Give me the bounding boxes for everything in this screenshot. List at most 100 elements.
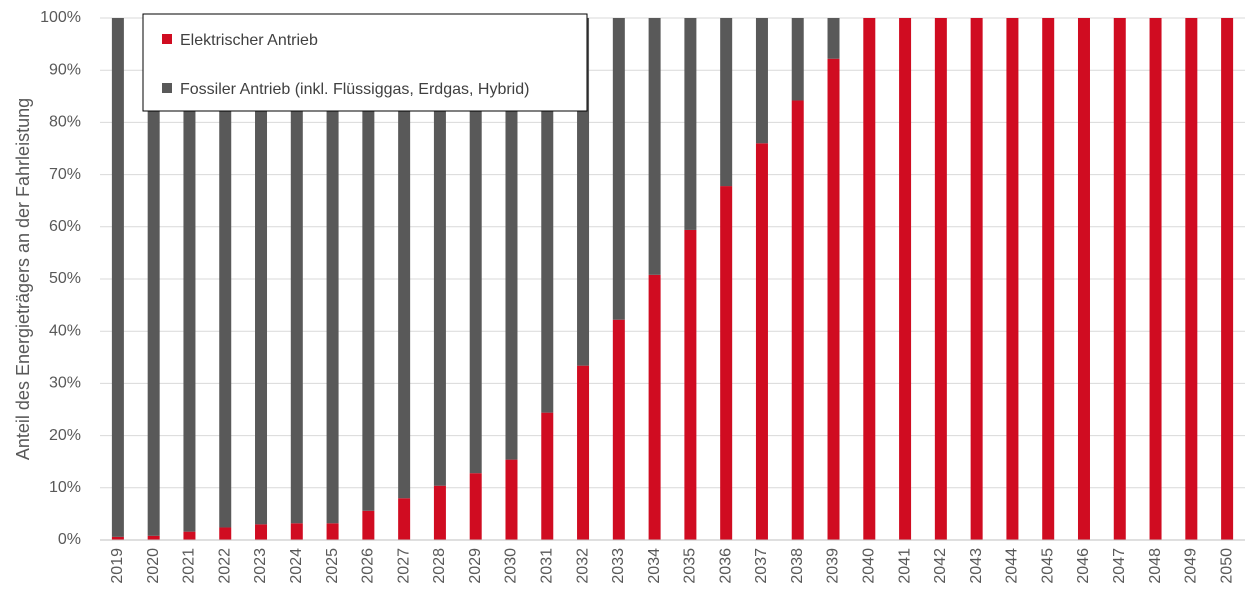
y-tick-label: 0%: [58, 531, 81, 548]
x-tick-labels: 2019 2020 2021 2022 2023 2024 2025 2026 2027 2028…: [109, 548, 1235, 584]
bar-elektrisch: [1006, 18, 1019, 540]
bar-fossil: [290, 18, 303, 524]
x-tick-label: 2048: [1147, 548, 1164, 584]
bar-fossil: [398, 18, 411, 499]
x-tick-label: 2041: [896, 548, 913, 584]
y-tick-label: 30%: [49, 375, 81, 392]
bar-elektrisch: [612, 319, 625, 540]
x-tick-label: 2025: [324, 548, 341, 584]
bar-fossil: [183, 18, 196, 532]
x-tick-label: 2045: [1039, 548, 1056, 584]
x-tick-label: 2049: [1183, 548, 1200, 584]
x-tick-label: 2021: [181, 548, 198, 584]
x-tick-label: 2047: [1111, 548, 1128, 584]
bar-elektrisch: [791, 100, 804, 540]
bar-elektrisch: [111, 536, 124, 540]
bar-elektrisch: [469, 473, 482, 540]
bar-fossil: [755, 18, 768, 144]
legend: Elektrischer Antrieb Fossiler Antrieb (i…: [142, 13, 588, 112]
bar-elektrisch: [362, 510, 375, 540]
legend-swatch-elektrisch: [162, 34, 172, 44]
x-tick-label: 2023: [252, 548, 269, 584]
x-tick-label: 2019: [109, 548, 126, 584]
x-tick-label: 2046: [1075, 548, 1092, 584]
y-tick-label: 100%: [40, 9, 81, 26]
legend-swatch-fossil: [162, 83, 172, 93]
y-tick-label: 90%: [49, 61, 81, 78]
x-tick-label: 2031: [538, 548, 555, 584]
bar-elektrisch: [183, 531, 196, 540]
y-tick-label: 50%: [49, 270, 81, 287]
bar-fossil: [111, 18, 124, 537]
x-tick-label: 2035: [682, 548, 699, 584]
y-axis-title: Anteil des Energieträgers an der Fahrlei…: [13, 98, 33, 460]
x-tick-label: 2043: [968, 548, 985, 584]
bar-fossil: [469, 18, 482, 474]
x-tick-label: 2038: [789, 548, 806, 584]
x-tick-label: 2027: [395, 548, 412, 584]
bar-elektrisch: [755, 143, 768, 540]
bar-fossil: [219, 18, 232, 528]
bar-elektrisch: [1185, 18, 1198, 540]
bars: [111, 18, 1234, 541]
bar-elektrisch: [219, 527, 232, 540]
y-tick-label: 60%: [49, 218, 81, 235]
bar-elektrisch: [505, 459, 518, 540]
bar-elektrisch: [1149, 18, 1162, 540]
x-tick-label: 2029: [467, 548, 484, 584]
bar-fossil: [720, 18, 733, 187]
x-tick-label: 2039: [825, 548, 842, 584]
x-tick-label: 2028: [431, 548, 448, 584]
x-tick-label: 2026: [360, 548, 377, 584]
y-tick-label: 70%: [49, 166, 81, 183]
bar-fossil: [541, 18, 554, 413]
bar-fossil: [791, 18, 804, 101]
bar-fossil: [648, 18, 661, 275]
bar-elektrisch: [398, 498, 411, 540]
bar-fossil: [147, 18, 160, 536]
bar-elektrisch: [863, 18, 876, 540]
x-tick-label: 2020: [145, 548, 162, 584]
x-tick-label: 2032: [574, 548, 591, 584]
bar-fossil: [505, 18, 518, 460]
bar-fossil: [362, 18, 375, 511]
bar-elektrisch: [720, 186, 733, 541]
bar-elektrisch: [899, 18, 912, 540]
x-tick-label: 2044: [1004, 548, 1021, 584]
x-tick-label: 2033: [610, 548, 627, 584]
bar-fossil: [255, 18, 268, 525]
y-tick-label: 40%: [49, 322, 81, 339]
bar-elektrisch: [1221, 18, 1234, 540]
bar-elektrisch: [684, 229, 697, 540]
bar-elektrisch: [1077, 18, 1090, 540]
bar-elektrisch: [1042, 18, 1055, 540]
x-tick-label: 2024: [288, 548, 305, 584]
y-tick-label: 20%: [49, 427, 81, 444]
x-tick-label: 2050: [1218, 548, 1235, 584]
x-tick-label: 2042: [932, 548, 949, 584]
bar-elektrisch: [255, 524, 268, 540]
legend-label-fossil: Fossiler Antrieb (inkl. Flüssiggas, Erdg…: [180, 81, 529, 98]
bar-elektrisch: [827, 58, 840, 540]
legend-box: [142, 13, 588, 112]
bar-elektrisch: [290, 523, 303, 540]
y-tick-label: 80%: [49, 114, 81, 131]
x-tick-label: 2030: [503, 548, 520, 584]
bar-elektrisch: [577, 365, 590, 540]
y-tick-label: 10%: [49, 479, 81, 496]
bar-elektrisch: [648, 274, 661, 540]
bar-elektrisch: [147, 535, 160, 540]
bar-fossil: [433, 18, 446, 486]
x-tick-label: 2022: [216, 548, 233, 584]
bar-elektrisch: [433, 485, 446, 540]
bar-elektrisch: [1113, 18, 1126, 540]
bar-fossil: [612, 18, 625, 320]
x-tick-label: 2036: [717, 548, 734, 584]
x-tick-label: 2037: [753, 548, 770, 584]
bar-fossil: [326, 18, 339, 524]
bar-elektrisch: [541, 412, 554, 540]
y-tick-labels: 0% 10% 20% 30% 40% 50% 60% 70% 80% 90% 100%: [40, 9, 81, 548]
bar-elektrisch: [970, 18, 983, 540]
x-tick-label: 2034: [646, 548, 663, 584]
